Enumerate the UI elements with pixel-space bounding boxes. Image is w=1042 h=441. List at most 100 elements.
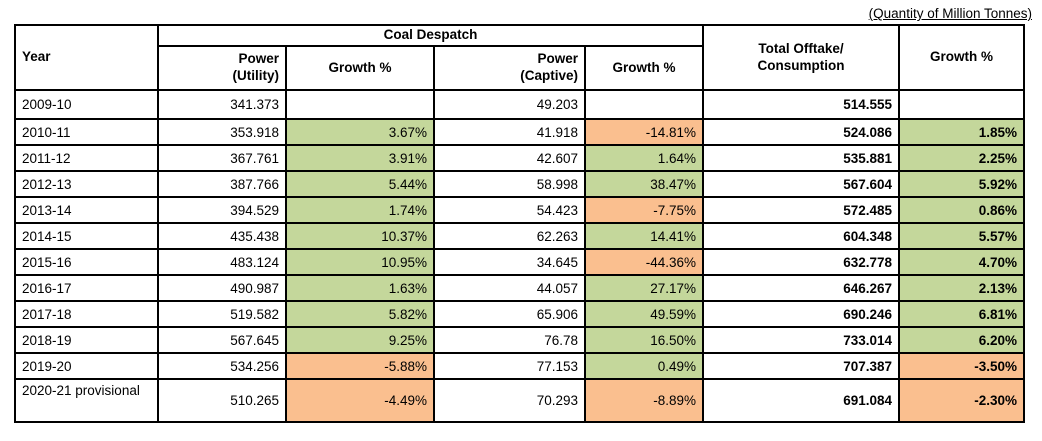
- growth-captive-cell: 49.59%: [583, 300, 705, 328]
- table-header: Year Coal Despatch Total Offtake/ Consum…: [14, 24, 1026, 91]
- power-utility-cell: 510.265: [157, 378, 287, 423]
- year-cell: 2009-10: [14, 89, 159, 120]
- total-offtake-cell: 604.348: [702, 222, 901, 250]
- growth-captive-cell: 0.49%: [583, 352, 705, 380]
- power-captive-cell: 70.293: [433, 378, 586, 423]
- growth-utility-cell: 1.63%: [285, 274, 435, 302]
- growth-total-cell: 1.85%: [898, 118, 1026, 146]
- table-row: 2017-18 519.582 5.82% 65.906 49.59% 690.246 6.…: [14, 300, 1026, 328]
- growth-captive-cell: -8.89%: [583, 378, 705, 423]
- table-row: 2011-12 367.761 3.91% 42.607 1.64% 535.881 2.2…: [14, 144, 1026, 172]
- header-coal-despatch: Coal Despatch: [156, 24, 705, 47]
- power-captive-cell: 65.906: [433, 300, 586, 328]
- header-group-row: Year Coal Despatch Total Offtake/ Consum…: [14, 24, 1026, 91]
- power-utility-cell: 534.256: [157, 352, 287, 380]
- total-offtake-cell: 567.604: [702, 170, 901, 198]
- table-row: 2018-19 567.645 9.25% 76.78 16.50% 733.014 6.2…: [14, 326, 1026, 354]
- growth-total-cell: 2.25%: [898, 144, 1026, 172]
- growth-captive-cell: -14.81%: [583, 118, 705, 146]
- growth-captive-cell: 14.41%: [583, 222, 705, 250]
- power-utility-cell: 490.987: [157, 274, 287, 302]
- total-offtake-cell: 690.246: [702, 300, 901, 328]
- power-utility-cell: 483.124: [157, 248, 287, 276]
- table-row: 2012-13 387.766 5.44% 58.998 38.47% 567.604 5.…: [14, 170, 1026, 198]
- power-captive-cell: 58.998: [433, 170, 586, 198]
- power-utility-cell: 567.645: [157, 326, 287, 354]
- power-captive-cell: 34.645: [433, 248, 586, 276]
- power-captive-cell: 42.607: [433, 144, 586, 172]
- growth-total-cell: 6.20%: [898, 326, 1026, 354]
- power-captive-cell: 62.263: [433, 222, 586, 250]
- coal-despatch-table: Year Coal Despatch Total Offtake/ Consum…: [14, 24, 1026, 423]
- table-row: 2009-10 341.373 49.203 514.555: [14, 89, 1026, 120]
- power-utility-cell: 353.918: [157, 118, 287, 146]
- year-cell: 2020-21 provisional: [14, 378, 159, 423]
- power-captive-cell: 41.918: [433, 118, 586, 146]
- growth-utility-cell: -4.49%: [285, 378, 435, 423]
- growth-utility-cell: 5.44%: [285, 170, 435, 198]
- power-utility-cell: 519.582: [157, 300, 287, 328]
- year-cell: 2010-11: [14, 118, 159, 146]
- power-utility-cell: 367.761: [157, 144, 287, 172]
- growth-utility-cell: 9.25%: [285, 326, 435, 354]
- year-cell: 2015-16: [14, 248, 159, 276]
- growth-total-cell: 4.70%: [898, 248, 1026, 276]
- table-row: 2015-16 483.124 10.95% 34.645 -44.36% 632.778…: [14, 248, 1026, 276]
- total-offtake-cell: 535.881: [702, 144, 901, 172]
- growth-captive-cell: [583, 89, 705, 120]
- year-cell: 2011-12: [14, 144, 159, 172]
- growth-captive-cell: 27.17%: [583, 274, 705, 302]
- growth-captive-cell: 16.50%: [583, 326, 705, 354]
- growth-captive-cell: -7.75%: [583, 196, 705, 224]
- power-utility-cell: 394.529: [157, 196, 287, 224]
- growth-utility-cell: 3.67%: [285, 118, 435, 146]
- power-utility-cell: 387.766: [157, 170, 287, 198]
- header-sub-row: Power (Utility) Growth % Power (Captive)…: [15, 45, 1024, 91]
- year-cell: 2014-15: [14, 222, 159, 250]
- growth-total-cell: 5.57%: [898, 222, 1026, 250]
- total-offtake-cell: 524.086: [702, 118, 901, 146]
- year-cell: 2017-18: [14, 300, 159, 328]
- power-utility-cell: 341.373: [157, 89, 287, 120]
- year-cell: 2018-19: [14, 326, 159, 354]
- header-power-utility: Power (Utility): [157, 45, 287, 91]
- total-offtake-cell: 514.555: [702, 89, 901, 120]
- total-offtake-cell: 733.014: [702, 326, 901, 354]
- year-cell: 2019-20: [14, 352, 159, 380]
- growth-utility-cell: 3.91%: [285, 144, 435, 172]
- growth-captive-cell: 1.64%: [583, 144, 705, 172]
- table-row: 2020-21 provisional 510.265 -4.49% 70.293 -8…: [14, 378, 1026, 423]
- total-offtake-cell: 691.084: [702, 378, 901, 423]
- growth-utility-cell: -5.88%: [285, 352, 435, 380]
- growth-total-cell: -3.50%: [898, 352, 1026, 380]
- header-growth-captive: Growth %: [583, 45, 705, 91]
- table-body: 2009-10 341.373 49.203 514.555 2010-11 353.91…: [14, 89, 1026, 423]
- growth-total-cell: [898, 89, 1026, 120]
- growth-utility-cell: 10.37%: [285, 222, 435, 250]
- header-growth-utility: Growth %: [285, 45, 435, 91]
- power-captive-cell: 49.203: [433, 89, 586, 120]
- growth-total-cell: 0.86%: [898, 196, 1026, 224]
- table-row: 2019-20 534.256 -5.88% 77.153 0.49% 707.387 -3…: [14, 352, 1026, 380]
- table-row: 2016-17 490.987 1.63% 44.057 27.17% 646.267 2.…: [14, 274, 1026, 302]
- power-captive-cell: 77.153: [433, 352, 586, 380]
- header-growth-total: Growth %: [898, 24, 1026, 91]
- power-captive-cell: 44.057: [433, 274, 586, 302]
- table-row: 2014-15 435.438 10.37% 62.263 14.41% 604.348 5…: [14, 222, 1026, 250]
- growth-captive-cell: 38.47%: [583, 170, 705, 198]
- growth-utility-cell: 10.95%: [285, 248, 435, 276]
- header-year: Year: [14, 24, 159, 91]
- growth-total-cell: 2.13%: [898, 274, 1026, 302]
- power-utility-cell: 435.438: [157, 222, 287, 250]
- table-row: 2013-14 394.529 1.74% 54.423 -7.75% 572.485 0.…: [14, 196, 1026, 224]
- growth-utility-cell: [285, 89, 435, 120]
- year-cell: 2012-13: [14, 170, 159, 198]
- year-cell: 2013-14: [14, 196, 159, 224]
- total-offtake-cell: 707.387: [702, 352, 901, 380]
- header-power-captive: Power (Captive): [433, 45, 586, 91]
- units-caption: (Quantity of Million Tonnes): [868, 6, 1032, 21]
- table-row: 2010-11 353.918 3.67% 41.918 -14.81% 524.086 1…: [14, 118, 1026, 146]
- power-captive-cell: 76.78: [433, 326, 586, 354]
- growth-utility-cell: 1.74%: [285, 196, 435, 224]
- total-offtake-cell: 646.267: [702, 274, 901, 302]
